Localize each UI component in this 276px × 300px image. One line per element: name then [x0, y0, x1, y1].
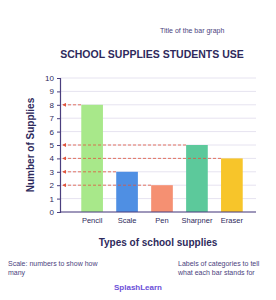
y-tick: 7	[50, 114, 60, 123]
grid-line	[60, 145, 256, 146]
y-tick-mark	[57, 132, 60, 133]
x-tick: Scale	[118, 212, 137, 225]
y-tick-mark	[57, 105, 60, 106]
y-tick-mark	[57, 185, 60, 186]
bar	[116, 172, 138, 212]
annotations: Title of the bar graph Scale: numbers to …	[8, 27, 260, 292]
y-tick-label: 9	[50, 87, 55, 96]
y-tick-mark	[57, 78, 60, 79]
y-tick-label: 4	[50, 154, 55, 163]
y-tick: 2	[50, 181, 60, 190]
x-tick-label: Scale	[118, 216, 137, 225]
value-guide	[63, 171, 116, 172]
y-tick: 8	[50, 101, 60, 110]
x-axis-title: Types of school supplies	[99, 237, 218, 248]
x-tick: Pencil	[82, 212, 103, 225]
bar	[221, 158, 243, 212]
y-tick-label: 6	[50, 128, 55, 137]
x-tick: Pen	[155, 212, 168, 225]
value-guide	[63, 158, 221, 159]
y-tick-label: 2	[50, 181, 55, 190]
y-tick: 0	[50, 208, 60, 217]
y-axis: 0 1 2 3 4 5 6 7 8 9 10	[45, 74, 60, 217]
y-tick-mark	[57, 145, 60, 146]
value-guide	[63, 185, 151, 186]
bar	[151, 185, 173, 212]
bar	[186, 145, 208, 212]
value-guide	[63, 145, 186, 146]
y-tick-label: 8	[50, 101, 55, 110]
y-tick: 4	[50, 154, 60, 163]
x-tick-label: Pencil	[82, 216, 103, 225]
annotation: Title of the bar graph	[160, 27, 224, 35]
y-tick-mark	[57, 199, 60, 200]
x-tick-label: Sharpner	[182, 216, 213, 225]
annotation: Labels of categories to tellwhat each ba…	[177, 260, 260, 276]
y-tick-label: 3	[50, 168, 55, 177]
grid-line	[60, 91, 256, 92]
x-axis-line	[60, 211, 256, 212]
y-tick-label: 7	[50, 114, 55, 123]
y-tick: 9	[50, 87, 60, 96]
value-guides	[63, 105, 221, 185]
x-axis: Pencil Scale Pen Sharpner Eraser	[60, 212, 256, 225]
y-tick-mark	[57, 118, 60, 119]
y-axis-line	[57, 79, 61, 213]
y-tick-mark	[57, 91, 60, 92]
y-tick-mark	[57, 158, 60, 159]
y-tick-label: 1	[50, 195, 55, 204]
y-axis-title: Number of Supplies	[25, 97, 36, 192]
value-guide	[63, 104, 81, 105]
grid-line	[60, 78, 256, 79]
x-tick-label: Pen	[155, 216, 168, 225]
y-tick-mark	[57, 172, 60, 173]
y-tick-label: 5	[50, 141, 55, 150]
annotation: SplashLearn	[114, 283, 162, 292]
grid-line	[60, 212, 256, 213]
x-tick: Eraser	[221, 212, 244, 225]
y-tick: 5	[50, 141, 60, 150]
y-tick: 3	[50, 168, 60, 177]
annotation: Scale: numbers to show howmany	[8, 260, 98, 277]
y-tick-label: 0	[50, 208, 55, 217]
chart: 0 1 2 3 4 5 6 7 8 9 10 Pencil Scale Pen Sharpner Eraser…	[0, 0, 276, 300]
y-tick-label: 10	[45, 74, 54, 83]
grid	[60, 78, 256, 212]
title: SCHOOL SUPPLIES STUDENTS USE	[60, 48, 244, 60]
y-tick: 1	[50, 195, 60, 204]
x-tick: Sharpner	[182, 212, 213, 225]
y-tick-mark	[57, 212, 60, 213]
x-tick-label: Eraser	[221, 216, 244, 225]
y-tick: 6	[50, 128, 60, 137]
y-tick: 10	[45, 74, 60, 83]
